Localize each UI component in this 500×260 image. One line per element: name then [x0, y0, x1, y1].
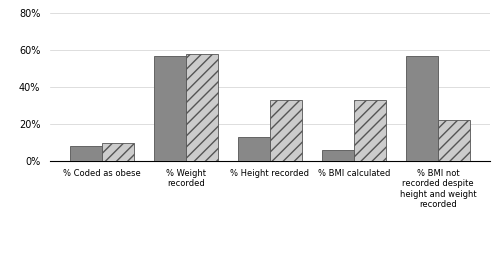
Bar [354, 100, 386, 161]
Bar [322, 150, 354, 161]
Bar [70, 146, 102, 161]
Bar [270, 100, 302, 161]
Bar [186, 54, 218, 161]
Bar [406, 56, 438, 161]
Bar [438, 120, 470, 161]
Bar [102, 143, 134, 161]
Bar [154, 56, 186, 161]
Bar [238, 137, 270, 161]
